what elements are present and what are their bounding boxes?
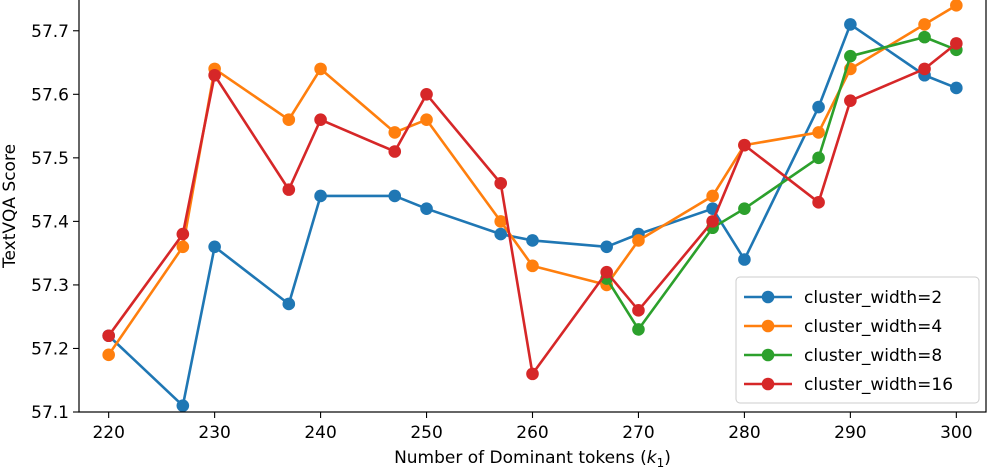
data-point xyxy=(314,62,327,76)
data-point xyxy=(208,68,221,82)
y-axis-ticks: 57.1 57.2 57.3 57.4 57.5 57.6 57.7 xyxy=(31,22,79,423)
legend-swatch-marker xyxy=(761,319,775,333)
data-point xyxy=(632,234,645,247)
data-point xyxy=(494,227,508,241)
y-tick-label: 57.1 xyxy=(31,403,69,423)
y-tick-label: 57.7 xyxy=(31,22,69,42)
x-tick-label: 250 xyxy=(410,423,442,443)
data-point xyxy=(388,189,402,203)
x-axis-label-subscript: 1 xyxy=(657,456,665,470)
data-point xyxy=(102,348,115,362)
y-tick-label: 57.6 xyxy=(31,85,69,105)
data-point xyxy=(420,113,433,127)
legend-label: cluster_width=16 xyxy=(804,375,953,395)
data-point xyxy=(208,240,221,254)
data-point xyxy=(706,215,719,228)
x-axis-label-symbol: k xyxy=(647,448,658,468)
data-point xyxy=(812,151,825,165)
legend-frame xyxy=(735,276,980,404)
data-point xyxy=(738,202,751,215)
series-4 xyxy=(102,37,963,381)
legend-items: cluster_width=2 cluster_width=4 cluster_wi… xyxy=(744,288,953,395)
data-point xyxy=(844,94,857,107)
data-point xyxy=(420,88,433,101)
legend-swatch-marker xyxy=(761,377,775,391)
data-point xyxy=(950,0,963,12)
data-point xyxy=(494,215,508,228)
legend-label: cluster_width=4 xyxy=(804,317,942,337)
legend-swatch-marker xyxy=(761,348,775,362)
data-point xyxy=(632,304,645,317)
data-point xyxy=(314,113,327,127)
legend-label: cluster_width=8 xyxy=(804,346,942,366)
data-point xyxy=(282,297,296,311)
data-point xyxy=(738,253,751,266)
data-point xyxy=(812,196,825,209)
y-tick-label: 57.4 xyxy=(31,212,69,232)
x-axis-label-text: Number of Dominant tokens ( xyxy=(394,448,647,468)
data-point xyxy=(738,138,751,152)
legend-entry: cluster_width=8 xyxy=(744,346,942,366)
data-point xyxy=(526,367,539,381)
legend-entry: cluster_width=16 xyxy=(744,375,953,395)
x-tick-label: 290 xyxy=(834,423,866,443)
data-point xyxy=(494,176,508,190)
x-tick-label: 230 xyxy=(198,423,230,443)
y-tick-label: 57.2 xyxy=(31,339,69,359)
data-point xyxy=(600,265,613,279)
data-point xyxy=(526,259,539,273)
y-tick-label: 57.3 xyxy=(31,276,69,296)
data-point xyxy=(314,189,327,203)
x-axis-label-close: ) xyxy=(664,448,671,468)
data-point xyxy=(950,37,963,50)
data-point xyxy=(812,126,825,139)
data-point xyxy=(420,202,433,215)
x-axis-ticks: 220 230 240 250 260 270 280 290 300 xyxy=(92,412,973,443)
data-point xyxy=(844,49,857,63)
legend-entry: cluster_width=4 xyxy=(744,317,942,337)
data-point xyxy=(282,183,296,196)
data-point xyxy=(950,81,963,95)
data-point xyxy=(918,18,931,31)
legend-entry: cluster_width=2 xyxy=(744,288,942,308)
data-point xyxy=(600,240,613,254)
data-point xyxy=(812,100,825,114)
y-axis-label: TextVQA Score xyxy=(0,144,20,269)
x-axis-label: Number of Dominant tokens (k1) xyxy=(394,448,671,470)
data-point xyxy=(176,399,190,412)
x-tick-label: 300 xyxy=(940,423,972,443)
data-point xyxy=(918,62,931,76)
legend: cluster_width=2 cluster_width=4 cluster_wi… xyxy=(735,276,980,404)
data-point xyxy=(102,329,115,343)
x-tick-label: 260 xyxy=(516,423,548,443)
data-point xyxy=(388,126,402,139)
data-point xyxy=(388,145,402,158)
data-point xyxy=(706,189,719,203)
data-point xyxy=(526,234,539,247)
x-tick-label: 220 xyxy=(92,423,124,443)
y-tick-label: 57.5 xyxy=(31,149,69,169)
legend-swatch-marker xyxy=(761,290,775,304)
data-point xyxy=(282,113,296,127)
x-tick-label: 270 xyxy=(622,423,654,443)
series-line xyxy=(605,35,957,331)
data-point xyxy=(176,227,190,241)
data-point xyxy=(844,18,857,31)
series-layer xyxy=(102,0,963,412)
legend-label: cluster_width=2 xyxy=(804,288,942,308)
data-point xyxy=(632,323,645,336)
x-tick-label: 240 xyxy=(304,423,336,443)
series-1 xyxy=(102,18,963,412)
x-tick-label: 280 xyxy=(728,423,760,443)
data-point xyxy=(176,240,190,254)
data-point xyxy=(918,30,931,44)
